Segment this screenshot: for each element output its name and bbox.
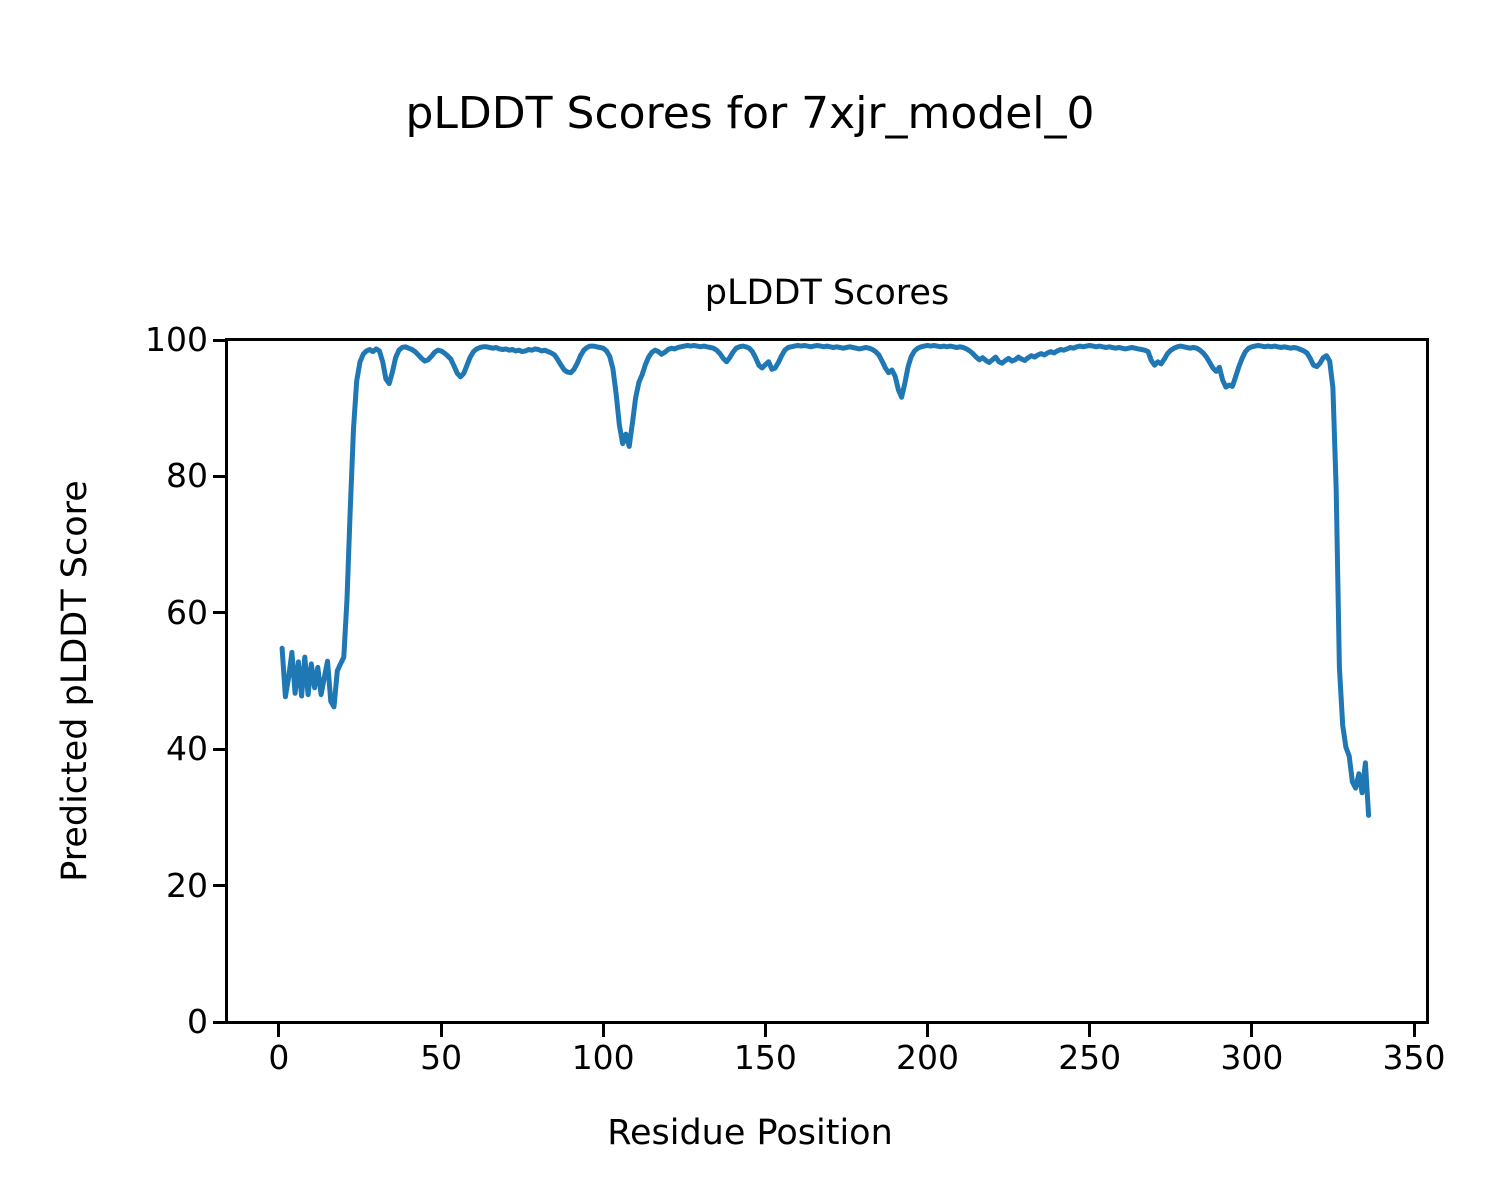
x-axis-label: Residue Position [607, 1113, 893, 1153]
y-tick-mark [213, 474, 226, 478]
plddt-line-svg [279, 343, 1372, 818]
x-tick-mark [1088, 1024, 1092, 1037]
y-tick-label: 80 [166, 456, 208, 496]
x-tick-label: 50 [420, 1038, 463, 1077]
y-tick-label: 40 [166, 729, 208, 769]
x-tick-mark [1412, 1024, 1416, 1037]
y-tick-label: 0 [187, 1002, 208, 1041]
x-tick-mark [926, 1024, 929, 1037]
y-tick-label: 20 [166, 865, 208, 905]
y-tick-label: 60 [166, 592, 208, 632]
axes-title: pLDDT Scores [704, 273, 950, 313]
plot-area [225, 338, 1429, 1024]
x-tick-mark [439, 1024, 443, 1037]
x-tick-label: 250 [1058, 1038, 1122, 1077]
x-tick-label: 200 [896, 1038, 959, 1077]
x-tick-label: 300 [1220, 1038, 1284, 1077]
x-tick-label: 150 [733, 1038, 797, 1077]
x-tick-label: 100 [571, 1038, 635, 1077]
x-tick-label: 350 [1382, 1038, 1446, 1077]
y-tick-mark [213, 338, 226, 342]
x-tick-label: 0 [268, 1038, 290, 1077]
y-axis-label: Predicted pLDDT Score [55, 480, 95, 882]
y-tick-mark [213, 747, 226, 751]
x-tick-mark [1250, 1024, 1254, 1037]
y-tick-mark [213, 1020, 226, 1024]
y-tick-mark [213, 884, 226, 888]
y-tick-mark [213, 611, 226, 615]
figure-title: pLDDT Scores for 7xjr_model_0 [405, 88, 1095, 139]
y-tick-label: 100 [145, 320, 208, 359]
x-tick-mark [763, 1024, 767, 1037]
plddt-line [279, 343, 1372, 818]
x-tick-mark [277, 1024, 281, 1037]
x-tick-mark [601, 1024, 605, 1037]
